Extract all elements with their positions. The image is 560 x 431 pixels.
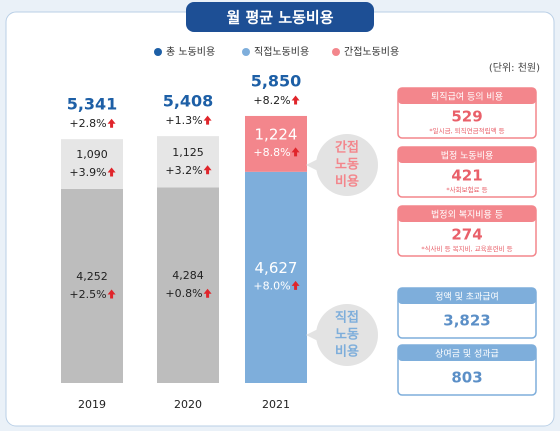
up-arrow [107,167,116,177]
segment-growth: +2.5% [69,288,106,301]
callout-text: 간접 [335,140,359,156]
total-value: 5,408 [163,92,214,111]
segment-value: 4,252 [76,270,108,283]
total-value: 5,850 [251,72,302,91]
legend-label: 총 노동비용 [166,46,215,58]
segment-growth: +8.8% [253,146,290,159]
callout-tail [306,329,318,341]
callout-text: 비용 [335,344,359,360]
title: 월 평균 노동비용 [226,9,333,27]
segment-value: 1,090 [76,148,108,161]
segment-growth: +3.2% [165,164,202,177]
x-tick-label: 2021 [262,398,290,411]
segment-value: 4,284 [172,269,204,282]
callout-text: 노동 [335,328,359,343]
bar-segment [157,187,219,383]
segment-value: 1,224 [255,125,298,143]
box-value: 421 [451,167,482,185]
callout-bubble [316,304,378,366]
segment-value: 4,627 [255,259,298,277]
total-growth: +8.2% [253,94,290,107]
callout-text: 노동 [335,158,359,173]
box-note: *일시금, 퇴직연금적립액 등 [429,126,504,135]
callout-text: 직접 [335,310,359,326]
box-title: 법정외 복지비용 등 [431,209,503,221]
total-growth: +1.3% [165,114,202,127]
bar-segment [61,139,123,189]
callout-bubble [316,134,378,196]
x-tick-label: 2019 [78,398,106,411]
up-arrow [291,280,300,290]
box-value: 3,823 [443,312,490,330]
box-header [398,206,536,222]
box-value: 274 [451,226,482,244]
bar-segment [61,188,123,383]
box-title: 정액 및 초과급여 [435,291,499,303]
box-header [398,345,536,361]
box-title: 상여금 및 성과급 [435,348,499,360]
segment-growth: +3.9% [69,166,106,179]
segment-growth: +8.0% [253,279,290,292]
box-header [398,288,536,304]
box-title: 퇴직급여 등의 비용 [431,91,503,103]
callout-text: 비용 [335,174,359,190]
box-value: 803 [451,369,482,387]
title-tab [186,2,374,32]
bar-segment [157,136,219,188]
box-value: 529 [451,108,482,126]
legend-label: 직접노동비용 [254,46,309,58]
box-header [398,88,536,104]
bar-segment [245,115,307,172]
box-note: *식사비 등 복지비, 교육훈련비 등 [421,244,512,253]
legend-dot [154,48,162,56]
box-note: *사회보험료 등 [446,185,487,194]
up-arrow [203,288,212,298]
total-value: 5,341 [67,95,118,114]
up-arrow [291,95,300,105]
unit: (단위: 천원) [489,61,540,74]
total-growth: +2.8% [69,117,106,130]
box-header [398,147,536,163]
legend-dot [332,48,340,56]
legend-label: 간접노동비용 [344,46,399,58]
up-arrow [107,118,116,128]
up-arrow [107,289,116,299]
legend-dot [242,48,250,56]
x-tick-label: 2020 [174,398,202,411]
bar-segment [245,171,307,383]
up-arrow [291,147,300,157]
callout-tail [306,159,318,171]
box-title: 법정 노동비용 [441,151,494,162]
segment-growth: +0.8% [165,287,202,300]
up-arrow [203,165,212,175]
segment-value: 1,125 [172,146,204,159]
up-arrow [203,115,212,125]
